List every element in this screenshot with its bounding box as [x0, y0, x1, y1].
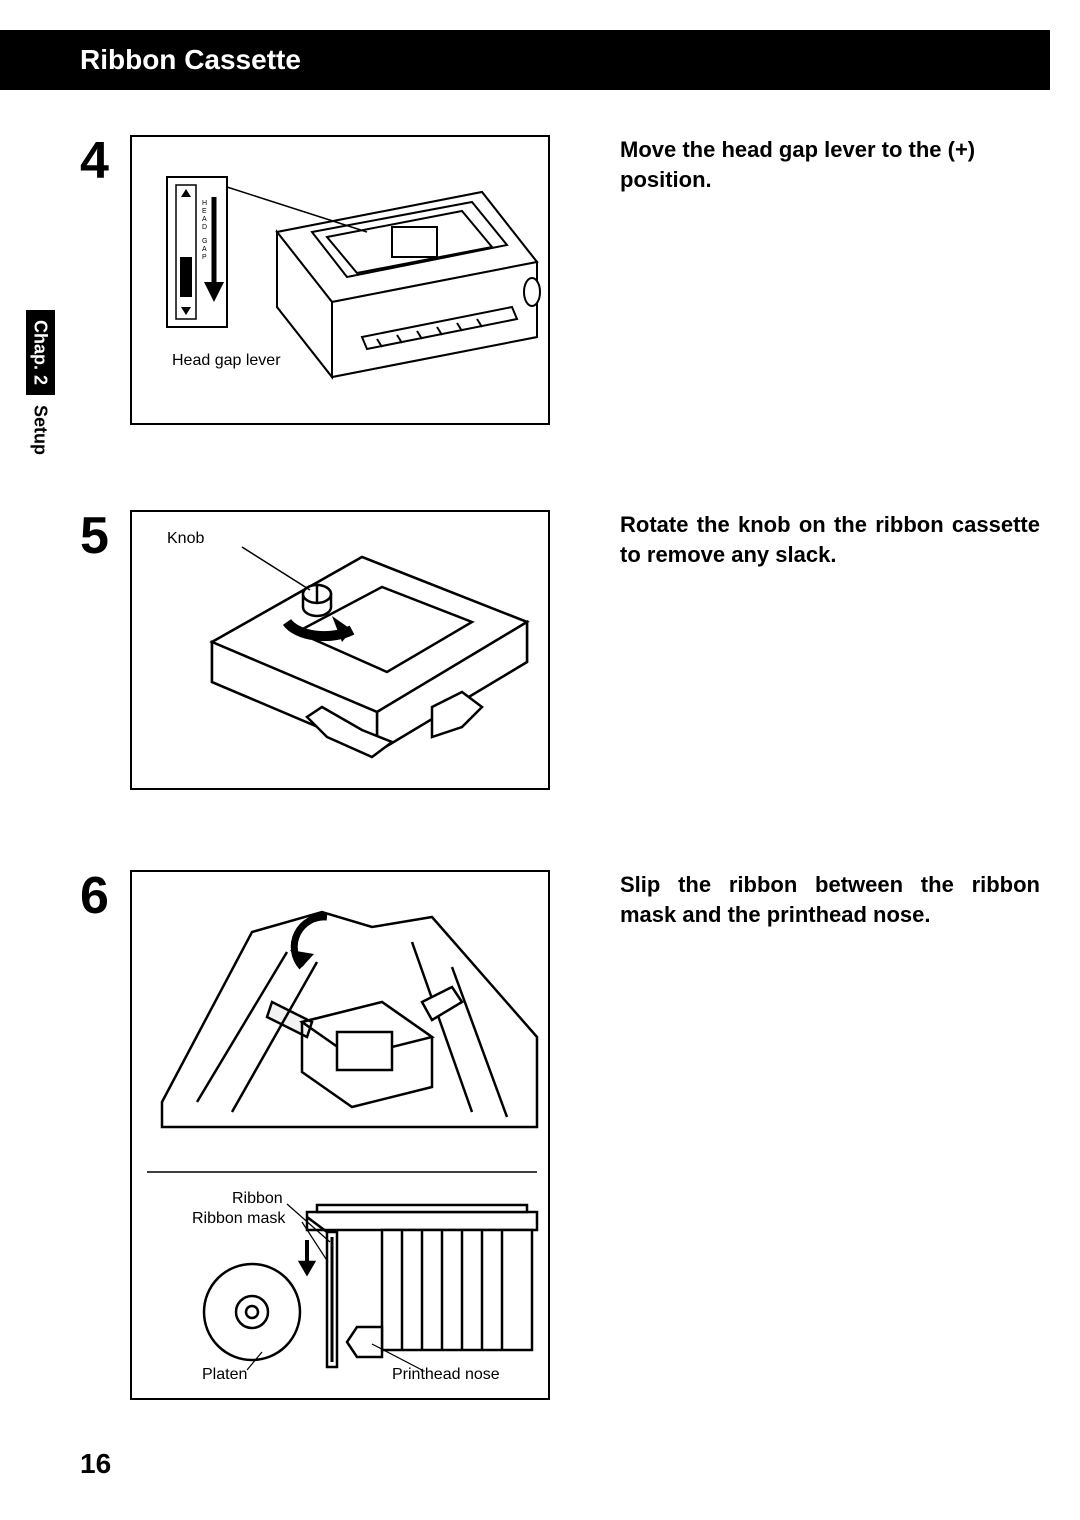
step-4-figure: H E A D G A P: [130, 135, 550, 425]
label-printhead-nose: Printhead nose: [392, 1366, 500, 1384]
step-number: 6: [80, 870, 109, 922]
svg-text:A: A: [202, 216, 207, 223]
svg-text:D: D: [202, 224, 207, 231]
svg-text:A: A: [202, 246, 207, 253]
label-head-gap-lever: Head gap lever: [172, 352, 281, 370]
step-4-text: Move the head gap lever to the (+) posit…: [620, 135, 1040, 194]
printer-head-gap-illustration: H E A D G A P: [132, 137, 548, 423]
label-ribbon-mask: Ribbon mask: [192, 1210, 285, 1228]
page-number: 16: [80, 1448, 111, 1480]
ribbon-install-illustration: [132, 872, 548, 1398]
step-6-figure: Ribbon Ribbon mask Platen Printhead nose: [130, 870, 550, 1400]
svg-text:H: H: [202, 200, 207, 207]
step-5-figure: Knob: [130, 510, 550, 790]
step-number: 5: [80, 510, 109, 562]
svg-text:G: G: [202, 238, 207, 245]
step-6-text: Slip the ribbon between the ribbon mask …: [620, 870, 1040, 929]
side-tab: Chap. 2 Setup: [20, 310, 60, 530]
page-header: Ribbon Cassette: [0, 30, 1050, 90]
step-number: 4: [80, 135, 109, 187]
svg-text:P: P: [202, 254, 207, 261]
label-knob: Knob: [167, 530, 204, 548]
svg-text:E: E: [202, 208, 207, 215]
step-5-text: Rotate the knob on the ribbon cassette t…: [620, 510, 1040, 569]
label-platen: Platen: [202, 1366, 247, 1384]
ribbon-cassette-illustration: [132, 512, 548, 788]
page-title: Ribbon Cassette: [80, 44, 301, 76]
chapter-tab: Chap. 2: [26, 310, 55, 395]
label-ribbon: Ribbon: [232, 1190, 283, 1208]
section-tab: Setup: [26, 395, 55, 465]
